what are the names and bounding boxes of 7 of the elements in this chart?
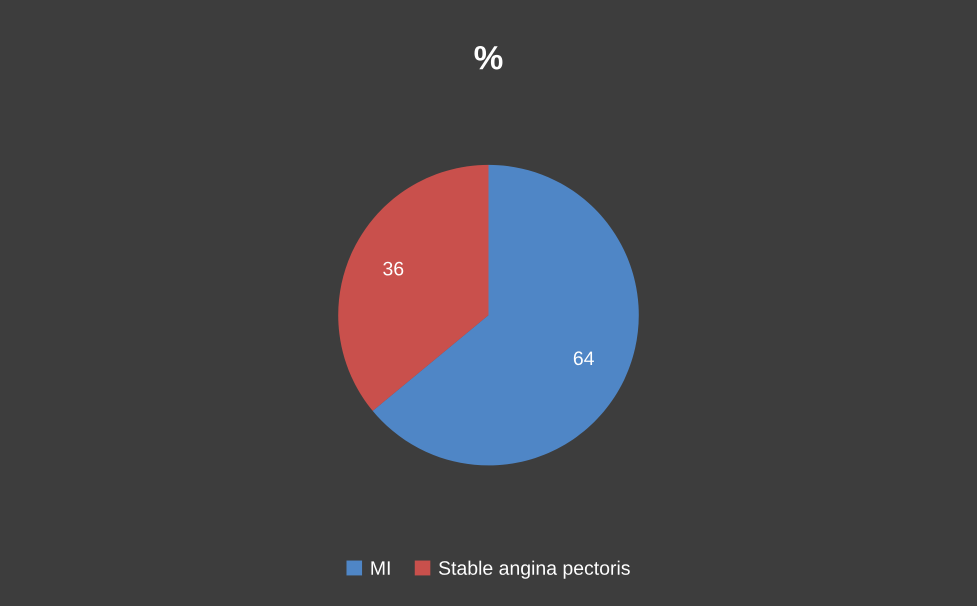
pie-slice: [338, 164, 488, 411]
pie-slice: [372, 164, 639, 466]
chart-title: %: [474, 46, 502, 70]
data-label: 36: [383, 262, 404, 276]
data-label: 64: [574, 351, 594, 366]
legend-label: MI: [371, 561, 390, 575]
legend-label: Stable angina pectoris: [438, 560, 630, 579]
